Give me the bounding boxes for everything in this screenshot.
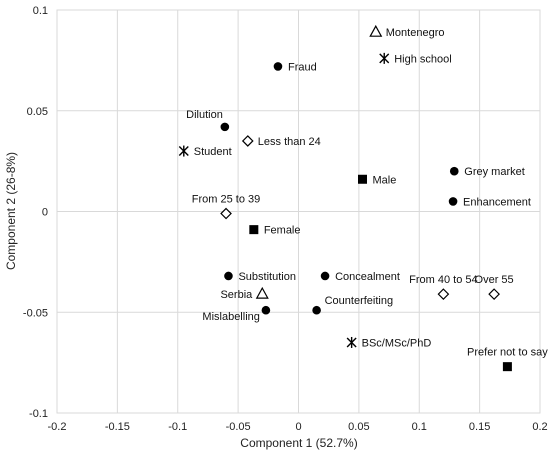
- from-25-to-39-point: [220, 207, 232, 220]
- male-point: [357, 174, 367, 184]
- high-school-label: High school: [394, 53, 451, 65]
- female-point: [249, 225, 259, 235]
- y-tick-label: -0.1: [29, 408, 48, 420]
- y-tick-label: 0.05: [27, 106, 48, 118]
- over-55-label: Over 55: [475, 274, 514, 286]
- mislabelling-point: [261, 305, 271, 315]
- grid: [56, 9, 541, 414]
- x-tick-label: 0.1: [412, 421, 427, 433]
- plot-frame: [56, 9, 541, 414]
- x-axis-title: Component 1 (52.7%): [240, 436, 357, 450]
- x-tick-label: 0.05: [348, 421, 369, 433]
- x-tick-label: 0: [295, 421, 301, 433]
- y-tick-label: 0: [42, 207, 48, 219]
- dilution-point: [220, 122, 230, 132]
- y-axis-title: Component 2 (26-8%): [4, 152, 18, 270]
- less-than-24-label: Less than 24: [258, 136, 321, 148]
- montenegro-point: [369, 24, 383, 37]
- fraud-point: [273, 62, 283, 71]
- fraud-label: Fraud: [288, 61, 317, 73]
- serbia-point: [255, 286, 269, 299]
- grey-market-point: [449, 166, 459, 176]
- less-than-24-point: [241, 135, 254, 147]
- x-tick-label: -0.05: [226, 421, 251, 433]
- student-point: [178, 145, 189, 157]
- student-label: Student: [194, 146, 232, 158]
- from-40-to-54-label: From 40 to 54: [409, 274, 477, 286]
- substitution-point: [224, 271, 233, 281]
- mislabelling-label: Mislabelling: [202, 311, 259, 323]
- concealment-point: [320, 271, 330, 281]
- counterfeiting-point: [312, 305, 321, 315]
- enhancement-point: [448, 197, 458, 206]
- x-tick-label: -0.15: [105, 421, 130, 433]
- y-tick-label: -0.05: [23, 307, 48, 319]
- counterfeiting-label: Counterfeiting: [325, 295, 394, 307]
- substitution-label: Substitution: [238, 271, 295, 283]
- dilution-label: Dilution: [186, 109, 223, 121]
- point-labels: Montenegro High school Fraud Dilution Less t…: [186, 27, 548, 358]
- x-tick-label: 0.15: [469, 421, 490, 433]
- y-tick-label: 0.1: [33, 5, 48, 17]
- female-label: Female: [264, 225, 301, 237]
- from-25-to-39-label: From 25 to 39: [192, 194, 260, 206]
- concealment-label: Concealment: [335, 271, 400, 283]
- montenegro-label: Montenegro: [386, 27, 445, 39]
- bsc-msc-phd-label: BSc/MSc/PhD: [362, 337, 432, 349]
- high-school-point: [379, 52, 390, 64]
- x-tick-label: 0.2: [532, 421, 547, 433]
- serbia-label: Serbia: [220, 289, 253, 301]
- over-55-point: [488, 288, 500, 300]
- bsc-msc-phd-point: [346, 336, 357, 348]
- male-label: Male: [372, 174, 396, 186]
- prefer-not-to-say-label: Prefer not to say: [467, 347, 548, 359]
- from-40-to-54-point: [437, 288, 450, 300]
- prefer-not-to-say-point: [502, 362, 512, 372]
- tick-labels: -0.2 -0.15 -0.1 -0.05 0 0.05 0.1 0.15 0.2 -0.1 -0.…: [23, 5, 548, 433]
- grey-market-label: Grey market: [464, 166, 525, 178]
- data-points: [178, 24, 512, 372]
- x-tick-label: -0.2: [48, 421, 67, 433]
- enhancement-label: Enhancement: [463, 196, 531, 208]
- x-tick-label: -0.1: [168, 421, 187, 433]
